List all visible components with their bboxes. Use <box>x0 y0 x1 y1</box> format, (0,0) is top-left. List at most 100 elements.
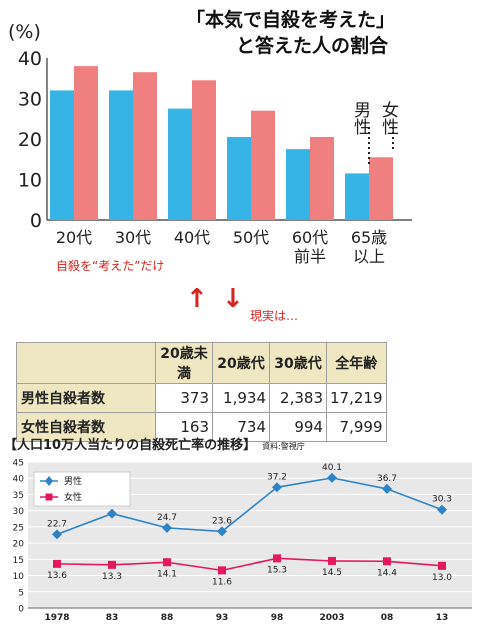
line-point-male <box>272 482 282 493</box>
bar-female-3 <box>251 110 275 220</box>
table-header-row: 20歳未満 20歳代 30歳代 全年齢 <box>16 342 387 384</box>
line-y-tick-labels: 0 5 10 15 20 25 30 35 40 45 <box>13 459 25 615</box>
line-data-label: 22.7 <box>47 519 67 529</box>
line-data-label: 36.7 <box>377 474 397 484</box>
bar-category-label: 50代 <box>233 228 269 247</box>
line-point-male <box>437 504 447 515</box>
line-y-tick-label: 15 <box>13 556 24 566</box>
line-y-tick-label: 20 <box>13 540 25 550</box>
bar-male-1 <box>109 90 133 221</box>
bar-category-label: 20代 <box>56 228 92 247</box>
line-y-tick-label: 45 <box>13 459 24 469</box>
table-row: 男性自殺者数 373 1,934 2,383 17,219 <box>16 383 387 413</box>
legend-female-label: 女性 <box>378 101 399 135</box>
line-x-tick-label: 98 <box>271 613 284 623</box>
line-x-tick-labels: 1978 83 88 93 98 2003 08 13 <box>44 613 448 623</box>
line-x-tick-label: 93 <box>216 613 229 623</box>
table-cell: 1,934 <box>212 383 270 413</box>
bar-y-tick-label: 40 <box>18 48 42 70</box>
line-data-label: 14.5 <box>322 568 342 578</box>
line-data-label: 23.6 <box>212 516 232 526</box>
line-data-label: 14.1 <box>157 569 177 579</box>
bar-chart: 「本気で自殺を考えた」 と答えた人の割合 (%) 0 10 20 30 40 20代 30… <box>8 8 412 273</box>
bar-y-tick-label: 30 <box>18 89 42 111</box>
line-x-tick-label: 13 <box>436 613 449 623</box>
table-row: 女性自殺者数 163 734 994 7,999 <box>16 412 387 442</box>
line-y-tick-label: 35 <box>13 491 24 501</box>
line-data-label: 13.6 <box>47 571 67 581</box>
legend-male-diamond-icon <box>45 476 53 486</box>
line-point-male <box>52 529 62 540</box>
table-col-header: 20歳未満 <box>155 342 213 384</box>
legend-female-square-icon <box>45 493 53 501</box>
line-data-label: 40.1 <box>322 463 342 473</box>
line-data-label: 13.0 <box>432 573 452 583</box>
line-legend-female-label: 女性 <box>64 491 82 503</box>
table-col-header: 30歳代 <box>269 342 327 384</box>
line-point-female <box>108 560 116 569</box>
bar-female-4 <box>310 136 334 220</box>
line-data-label: 30.3 <box>432 495 452 505</box>
line-data-label: 14.4 <box>377 568 397 578</box>
transition-label: 現実は… <box>250 308 298 323</box>
bar-female-1 <box>133 72 157 220</box>
line-chart-title: 【人口10万人当たりの自殺死亡率の推移】 資料:警視庁 <box>4 434 305 453</box>
line-y-tick-label: 5 <box>18 588 24 598</box>
bar-category-label: 40代 <box>174 228 210 247</box>
line-y-tick-label: 40 <box>13 475 25 485</box>
line-point-male <box>107 508 117 519</box>
table-corner-cell <box>16 342 156 384</box>
bar-category-label: 65歳 <box>351 228 387 247</box>
line-legend: 男性 女性 <box>33 471 131 507</box>
line-series-female <box>56 557 443 572</box>
transition-arrows: ↑ ↓ 現実は… <box>186 284 298 323</box>
bar-y-tick-label: 0 <box>30 210 42 232</box>
line-series-male <box>56 477 443 536</box>
bar-category-label: 以上 <box>353 247 385 266</box>
line-data-label: 24.7 <box>157 513 177 523</box>
line-x-tick-label: 1978 <box>44 613 69 623</box>
bar-female-2 <box>192 80 216 221</box>
line-point-female <box>273 554 281 563</box>
table-col-header: 20歳代 <box>212 342 270 384</box>
table-cell: 17,219 <box>326 383 387 413</box>
line-point-female <box>383 557 391 566</box>
line-y-tick-label: 25 <box>13 523 24 533</box>
bar-female-5 <box>369 157 393 220</box>
line-data-label: 11.6 <box>212 577 232 587</box>
line-point-female <box>163 558 171 567</box>
bar-category-label: 60代 <box>292 228 328 247</box>
bar-male-4 <box>286 149 310 220</box>
up-arrow-icon: ↑ <box>186 284 208 314</box>
bar-category-label: 前半 <box>294 247 326 266</box>
bar-chart-title-line2: と答えた人の割合 <box>236 34 389 57</box>
line-series-group: 22.729.124.723.637.240.136.730.313.613.3… <box>47 463 452 587</box>
bar-chart-note: 自殺を“考えた”だけ <box>56 259 164 273</box>
bar-male-5 <box>345 173 369 220</box>
line-x-tick-label: 2003 <box>319 613 344 623</box>
line-x-tick-label: 08 <box>381 613 394 623</box>
bar-category-label: 30代 <box>115 228 151 247</box>
line-point-male <box>217 526 227 537</box>
line-y-tick-label: 0 <box>18 605 24 615</box>
bar-y-tick-label: 20 <box>18 129 42 151</box>
bar-y-tick-labels: 0 10 20 30 40 <box>18 48 42 232</box>
suicide-count-table: 20歳未満 20歳代 30歳代 全年齢 男性自殺者数 373 1,934 2,3… <box>16 342 387 442</box>
bar-female-0 <box>74 66 98 220</box>
table-cell: 734 <box>212 412 270 442</box>
table-cell: 7,999 <box>326 412 387 442</box>
line-point-male <box>162 522 172 533</box>
line-data-label: 37.2 <box>267 472 287 482</box>
line-chart-source: 資料:警視庁 <box>262 442 305 451</box>
bar-male-2 <box>168 108 192 220</box>
legend-male-label: 男性 <box>350 101 371 135</box>
line-y-tick-label: 30 <box>13 507 25 517</box>
line-chart-title-text: 【人口10万人当たりの自殺死亡率の推移】 <box>4 438 257 453</box>
table-cell: 994 <box>269 412 327 442</box>
table-cell: 163 <box>155 412 213 442</box>
line-x-tick-label: 83 <box>106 613 119 623</box>
table-row-label: 男性自殺者数 <box>16 383 156 413</box>
